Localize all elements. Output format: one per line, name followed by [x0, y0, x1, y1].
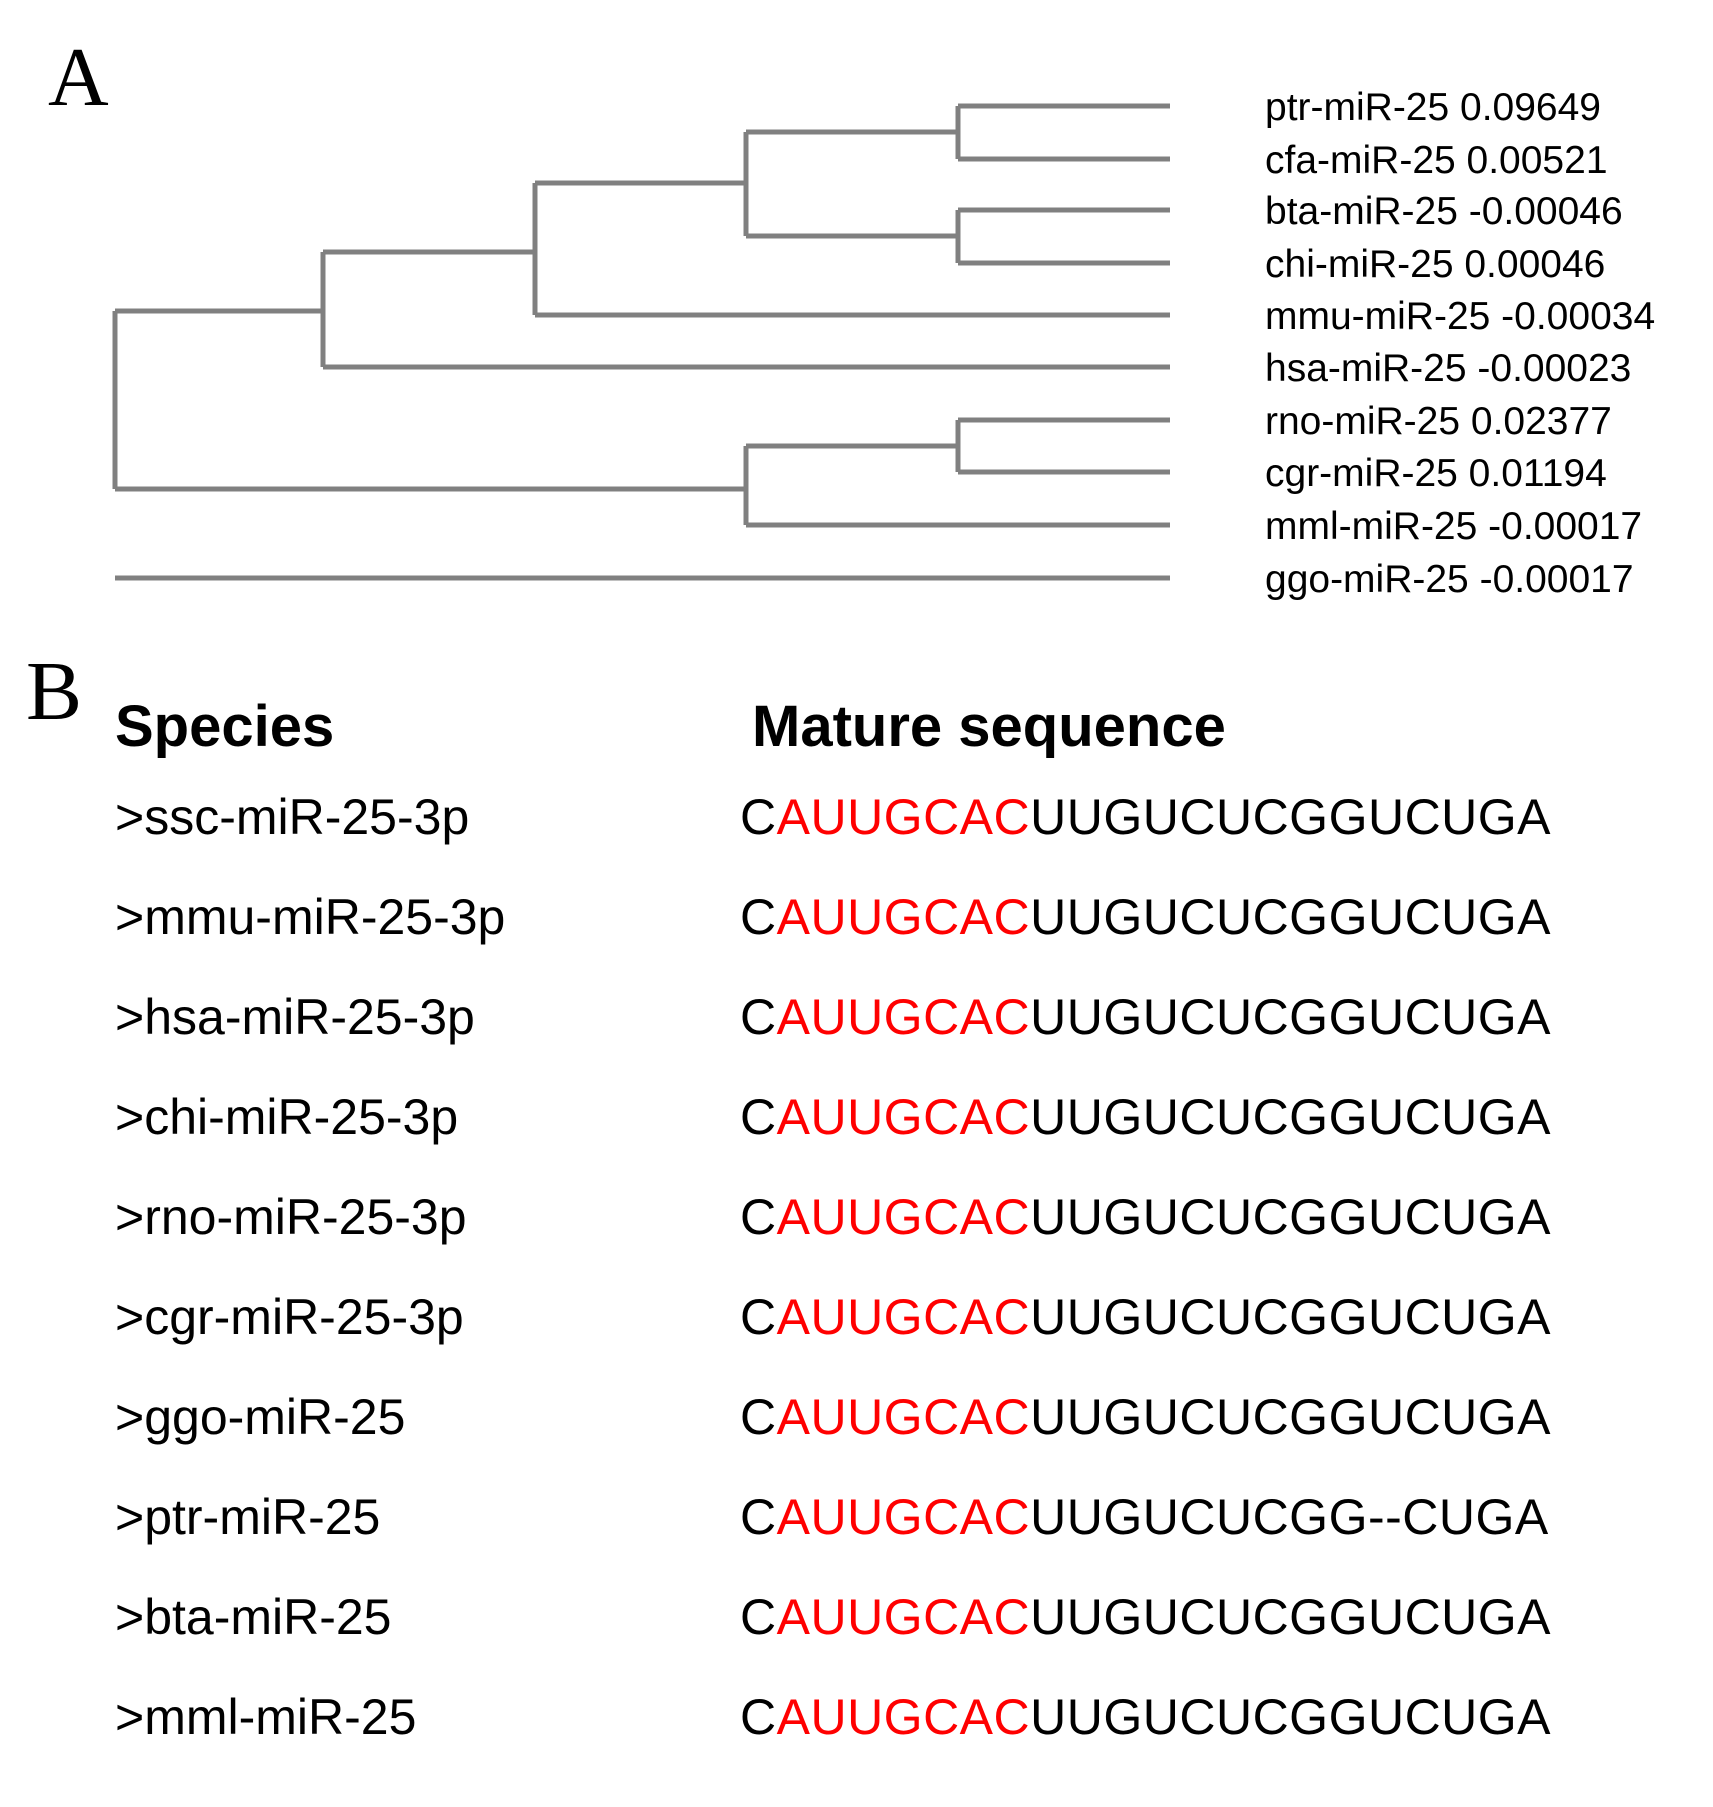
phylogenetic-tree: ptr-miR-25 0.09649 cfa-miR-25 0.00521 bta-…	[112, 86, 1655, 601]
sequence-remainder: UUGUCUCGG--CUGA	[1030, 1489, 1549, 1545]
mature-sequence: CAUUGCACUUGUCUCGGUCUGA	[740, 1592, 1551, 1642]
species-name: >mmu-miR-25-3p	[115, 889, 506, 945]
mature-sequence: CAUUGCACUUGUCUCGGUCUGA	[740, 992, 1551, 1042]
species-column-header: Species	[115, 694, 335, 759]
sequence-row: >bta-miR-25 CAUUGCACUUGUCUCGGUCUGA	[0, 1592, 1713, 1692]
sequence-prefix: C	[740, 989, 777, 1045]
species-name: >bta-miR-25	[115, 1589, 392, 1645]
tree-leaf-labels: ptr-miR-25 0.09649 cfa-miR-25 0.00521 bta-…	[1265, 86, 1655, 601]
seed-region: AUUGCAC	[776, 1589, 1031, 1645]
sequence-prefix: C	[740, 889, 777, 945]
sequence-prefix: C	[740, 1589, 777, 1645]
sequence-prefix: C	[740, 1189, 777, 1245]
tree-leaf-label: chi-miR-25 0.00046	[1265, 243, 1605, 286]
seed-region: AUUGCAC	[776, 1389, 1031, 1445]
species-name: >ggo-miR-25	[115, 1389, 406, 1445]
tree-leaf-label: hsa-miR-25 -0.00023	[1265, 347, 1631, 390]
sequence-remainder: UUGUCUCGGUCUGA	[1030, 789, 1552, 845]
seed-region: AUUGCAC	[776, 789, 1031, 845]
tree-branches	[112, 103, 1170, 581]
sequence-column-header: Mature sequence	[752, 694, 1226, 759]
seed-region: AUUGCAC	[776, 1189, 1031, 1245]
mature-sequence: CAUUGCACUUGUCUCGGUCUGA	[740, 1692, 1551, 1742]
mature-sequence: CAUUGCACUUGUCUCGGUCUGA	[740, 892, 1551, 942]
tree-leaf-label: ggo-miR-25 -0.00017	[1265, 558, 1634, 601]
seed-region: AUUGCAC	[776, 1689, 1031, 1745]
sequence-prefix: C	[740, 1689, 777, 1745]
sequence-remainder: UUGUCUCGGUCUGA	[1030, 1589, 1552, 1645]
sequence-prefix: C	[740, 1489, 777, 1545]
species-name: >ptr-miR-25	[115, 1489, 381, 1545]
sequence-row: >rno-miR-25-3p CAUUGCACUUGUCUCGGUCUGA	[0, 1192, 1713, 1292]
seed-region: AUUGCAC	[776, 989, 1031, 1045]
tree-leaf-label: mml-miR-25 -0.00017	[1265, 505, 1642, 548]
tree-leaf-label: cgr-miR-25 0.01194	[1265, 452, 1607, 495]
sequence-prefix: C	[740, 789, 777, 845]
mature-sequence: CAUUGCACUUGUCUCGGUCUGA	[740, 1192, 1551, 1242]
sequence-row: >mmu-miR-25-3p CAUUGCACUUGUCUCGGUCUGA	[0, 892, 1713, 992]
tree-leaf-label: mmu-miR-25 -0.00034	[1265, 295, 1655, 338]
mature-sequence: CAUUGCACUUGUCUCGGUCUGA	[740, 792, 1551, 842]
sequence-remainder: UUGUCUCGGUCUGA	[1030, 989, 1552, 1045]
sequence-row: >hsa-miR-25-3p CAUUGCACUUGUCUCGGUCUGA	[0, 992, 1713, 1092]
sequence-prefix: C	[740, 1289, 777, 1345]
panel-b-label: B	[26, 645, 83, 738]
sequence-alignment-table: >ssc-miR-25-3p CAUUGCACUUGUCUCGGUCUGA >mmu…	[0, 792, 1713, 1792]
tree-leaf-label: ptr-miR-25 0.09649	[1265, 86, 1601, 129]
sequence-row: >mml-miR-25 CAUUGCACUUGUCUCGGUCUGA	[0, 1692, 1713, 1792]
sequence-row: >ggo-miR-25 CAUUGCACUUGUCUCGGUCUGA	[0, 1392, 1713, 1492]
species-name: >ssc-miR-25-3p	[115, 789, 470, 845]
sequence-row: >cgr-miR-25-3p CAUUGCACUUGUCUCGGUCUGA	[0, 1292, 1713, 1392]
species-name: >mml-miR-25	[115, 1689, 417, 1745]
seed-region: AUUGCAC	[776, 1289, 1031, 1345]
panel-a-label: A	[48, 31, 109, 124]
species-name: >cgr-miR-25-3p	[115, 1289, 464, 1345]
sequence-remainder: UUGUCUCGGUCUGA	[1030, 1289, 1552, 1345]
tree-leaf-label: rno-miR-25 0.02377	[1265, 400, 1612, 443]
sequence-remainder: UUGUCUCGGUCUGA	[1030, 1089, 1552, 1145]
tree-leaf-label: cfa-miR-25 0.00521	[1265, 139, 1608, 182]
sequence-remainder: UUGUCUCGGUCUGA	[1030, 1189, 1552, 1245]
sequence-prefix: C	[740, 1089, 777, 1145]
sequence-row: >ptr-miR-25 CAUUGCACUUGUCUCGG--CUGA	[0, 1492, 1713, 1592]
seed-region: AUUGCAC	[776, 889, 1031, 945]
sequence-prefix: C	[740, 1389, 777, 1445]
mature-sequence: CAUUGCACUUGUCUCGG--CUGA	[740, 1492, 1549, 1542]
sequence-row: >chi-miR-25-3p CAUUGCACUUGUCUCGGUCUGA	[0, 1092, 1713, 1192]
tree-leaf-label: bta-miR-25 -0.00046	[1265, 190, 1623, 233]
sequence-remainder: UUGUCUCGGUCUGA	[1030, 1689, 1552, 1745]
species-name: >hsa-miR-25-3p	[115, 989, 475, 1045]
mature-sequence: CAUUGCACUUGUCUCGGUCUGA	[740, 1392, 1551, 1442]
mature-sequence: CAUUGCACUUGUCUCGGUCUGA	[740, 1092, 1551, 1142]
species-name: >chi-miR-25-3p	[115, 1089, 459, 1145]
seed-region: AUUGCAC	[776, 1489, 1031, 1545]
seed-region: AUUGCAC	[776, 1089, 1031, 1145]
sequence-remainder: UUGUCUCGGUCUGA	[1030, 889, 1552, 945]
species-name: >rno-miR-25-3p	[115, 1189, 467, 1245]
sequence-row: >ssc-miR-25-3p CAUUGCACUUGUCUCGGUCUGA	[0, 792, 1713, 892]
mature-sequence: CAUUGCACUUGUCUCGGUCUGA	[740, 1292, 1551, 1342]
sequence-remainder: UUGUCUCGGUCUGA	[1030, 1389, 1552, 1445]
